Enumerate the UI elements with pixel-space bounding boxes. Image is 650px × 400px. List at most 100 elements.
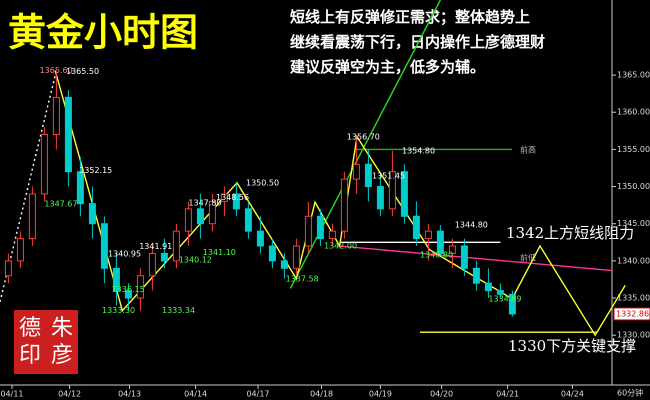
overlay-line bbox=[511, 244, 626, 337]
candle-body bbox=[16, 238, 24, 262]
candle-body bbox=[460, 245, 468, 269]
commentary: 继续看震荡下行，日内操作上彦德理财 bbox=[290, 33, 545, 51]
price-label: 1365.60 bbox=[40, 66, 73, 75]
price-label: 1342.00 bbox=[324, 242, 357, 251]
price-label: 1341.10 bbox=[203, 248, 236, 257]
candle-body bbox=[508, 293, 516, 315]
price-label: 1365.50 bbox=[66, 67, 99, 76]
x-tick-label: 04/12 bbox=[58, 390, 81, 399]
price-label: 1351.45 bbox=[372, 171, 405, 180]
x-tick-label: 04/18 bbox=[310, 390, 333, 399]
annotation: 1330下方关键支撑 bbox=[508, 337, 636, 355]
candle-body bbox=[328, 230, 336, 240]
x-tick-label: 04/11 bbox=[0, 390, 23, 399]
stamp-char: 印 bbox=[19, 343, 41, 368]
price-label: 1350.50 bbox=[246, 178, 279, 187]
candle-body bbox=[88, 203, 96, 225]
overlay-line bbox=[289, 0, 442, 289]
candle-body bbox=[376, 186, 384, 210]
price-label: 1337.58 bbox=[286, 274, 319, 283]
price-label: 1348.56 bbox=[216, 193, 249, 202]
candle-body bbox=[280, 260, 288, 269]
candle-body bbox=[148, 252, 156, 277]
candle-body bbox=[172, 230, 180, 262]
candle-body bbox=[484, 282, 492, 292]
price-label: 1347.80 bbox=[188, 198, 221, 207]
candle-body bbox=[388, 171, 396, 210]
annotation: 前高 bbox=[520, 145, 536, 155]
price-label: 1344.80 bbox=[455, 221, 488, 230]
overlay-line bbox=[339, 245, 613, 272]
candle-body bbox=[100, 223, 108, 269]
price-label: 1340.80 bbox=[420, 250, 453, 259]
candle-body bbox=[184, 208, 192, 232]
price-label: 1352.15 bbox=[79, 166, 112, 175]
candle-body bbox=[52, 96, 60, 136]
candle-body bbox=[4, 260, 12, 277]
price-label: 1356.70 bbox=[347, 132, 380, 141]
candle-body bbox=[448, 245, 456, 254]
candle-body bbox=[412, 215, 420, 240]
price-label: 1347.67 bbox=[44, 199, 77, 208]
candle-body bbox=[232, 193, 240, 210]
candle-body bbox=[244, 208, 252, 232]
candle-body bbox=[64, 96, 72, 173]
stamp-char: 朱 bbox=[51, 316, 73, 341]
candle-body bbox=[256, 230, 264, 247]
price-label: 1341.91 bbox=[139, 242, 172, 251]
candle-body bbox=[40, 134, 48, 195]
candle-body bbox=[496, 290, 504, 295]
candle-body bbox=[340, 178, 348, 232]
y-tick-label: 1350.00 bbox=[617, 182, 650, 191]
candle-body bbox=[124, 290, 132, 299]
x-tick-label: 04/14 bbox=[184, 390, 207, 399]
commentary: 短线上有反弹修正需求；整体趋势上 bbox=[290, 8, 530, 26]
candle-body bbox=[304, 215, 312, 247]
candle-body bbox=[316, 215, 324, 240]
x-tick-label: 04/13 bbox=[118, 390, 141, 399]
stamp bbox=[14, 310, 78, 374]
candle-body bbox=[208, 200, 216, 225]
price-label: 1340.95 bbox=[108, 249, 141, 258]
price-label: 1340.12 bbox=[179, 255, 212, 264]
candle-body bbox=[220, 193, 228, 202]
chart-title: 黄金小时图 bbox=[8, 10, 198, 55]
x-tick-label: 04/17 bbox=[246, 390, 269, 399]
x-tick-label: 04/24 bbox=[561, 390, 584, 399]
candle-body bbox=[352, 163, 360, 180]
candle-body bbox=[112, 267, 120, 292]
price-label: 1336.15 bbox=[112, 285, 145, 294]
candle-body bbox=[28, 193, 36, 240]
candle-body bbox=[472, 267, 480, 284]
price-label: 1354.80 bbox=[402, 146, 435, 155]
y-tick-label: 1345.00 bbox=[617, 219, 650, 228]
x-tick-label: 04/21 bbox=[496, 390, 519, 399]
y-tick-label: 1365.00 bbox=[617, 71, 650, 80]
candle-body bbox=[292, 245, 300, 269]
annotation: 1342上方短线阻力 bbox=[506, 224, 634, 242]
candle-body bbox=[136, 275, 144, 299]
candle-body bbox=[436, 230, 444, 254]
price-label: 1333.30 bbox=[102, 306, 135, 315]
candle-body bbox=[160, 252, 168, 262]
candle-body bbox=[400, 171, 408, 217]
commentary: 建议反弹空为主，低多为辅。 bbox=[290, 58, 485, 76]
candle-body bbox=[268, 245, 276, 262]
y-tick-label: 1360.00 bbox=[617, 108, 650, 117]
last-price-box bbox=[613, 307, 650, 321]
price-label: 1334.89 bbox=[488, 294, 521, 303]
x-tick-label: 04/20 bbox=[430, 390, 453, 399]
y-tick-label: 1355.00 bbox=[617, 145, 650, 154]
stamp-char: 德 bbox=[19, 316, 41, 341]
last-price: 1332.86 bbox=[616, 309, 649, 318]
overlay-line bbox=[54, 70, 513, 313]
x-unit: 60分钟 bbox=[617, 388, 643, 398]
candle-body bbox=[424, 230, 432, 240]
y-tick-label: 1330.00 bbox=[617, 331, 650, 340]
candle-body bbox=[364, 163, 372, 188]
candle-body bbox=[76, 171, 84, 205]
candle-body bbox=[196, 208, 204, 225]
x-tick-label: 04/19 bbox=[369, 390, 392, 399]
stamp-char: 彦 bbox=[51, 343, 73, 368]
